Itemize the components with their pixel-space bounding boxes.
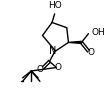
Text: O: O [36,65,43,74]
Text: O: O [87,48,94,57]
Text: N: N [49,47,57,57]
Text: HO: HO [48,1,61,10]
Text: O: O [54,63,61,72]
Text: OH: OH [92,28,106,37]
Polygon shape [68,41,81,43]
